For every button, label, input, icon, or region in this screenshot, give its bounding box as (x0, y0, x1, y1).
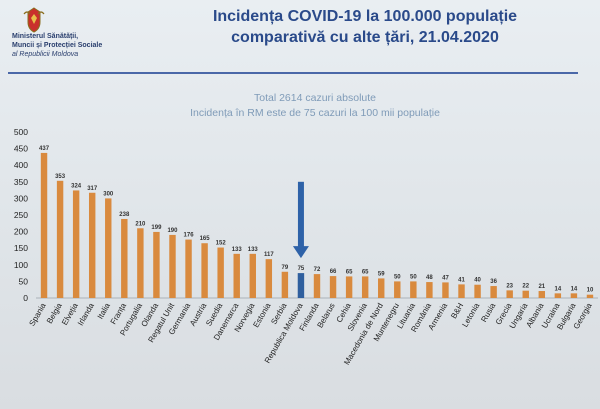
bar (345, 276, 353, 298)
arrow-shaft-icon (297, 181, 304, 249)
bar (281, 271, 289, 298)
category-label: B&H (449, 301, 465, 320)
bar-value-label: 36 (490, 279, 497, 285)
bar-value-label: 238 (119, 212, 130, 218)
y-tick-label: 400 (14, 160, 28, 170)
y-tick-label: 150 (14, 243, 28, 253)
title-line-2: comparativă cu alte țări, 21.04.2020 (231, 29, 499, 46)
bar-value-label: 47 (442, 275, 449, 281)
bar-value-label: 75 (298, 266, 305, 272)
arrow-down-icon (292, 246, 309, 259)
y-tick-label: 200 (14, 227, 28, 237)
bar-value-label: 50 (410, 274, 417, 280)
bar (56, 180, 64, 298)
bar-value-label: 133 (232, 247, 243, 253)
page-title: Incidența COVID-19 la 100.000 populație … (150, 6, 580, 48)
ministry-line-1: Ministerul Sănătății, (12, 33, 79, 40)
bar (105, 198, 112, 298)
bar (233, 253, 240, 298)
bar-value-label: 72 (314, 267, 321, 273)
bar-value-label: 317 (87, 186, 98, 192)
bar (153, 231, 160, 298)
bar (474, 284, 481, 298)
bar (217, 247, 224, 298)
bar-value-label: 23 (506, 283, 513, 289)
bar (506, 290, 513, 298)
bar-value-label: 437 (39, 146, 50, 152)
bar (490, 286, 497, 298)
y-tick-label: 250 (14, 210, 28, 220)
bar (201, 243, 208, 298)
bar-value-label: 165 (200, 236, 211, 242)
y-tick-label: 450 (14, 144, 28, 154)
bar-value-label: 66 (330, 269, 337, 275)
bar-value-label: 50 (394, 274, 401, 280)
header-divider (8, 72, 578, 74)
bar (458, 284, 465, 298)
title-line-1: Incidența COVID-19 la 100.000 populație (212, 8, 518, 25)
bar-value-label: 10 (587, 288, 594, 294)
bar (88, 192, 96, 298)
bar (554, 293, 562, 298)
bar (410, 281, 417, 298)
bar (522, 290, 529, 298)
incidence-bar-chart: 0 50 100 150 200 250 300 350 400 450 500 437 Spania 3… (14, 127, 598, 366)
bar-value-label: 152 (216, 241, 227, 247)
ministry-line-3: al Republicii Moldova (12, 51, 79, 58)
bar-value-label: 117 (264, 252, 274, 258)
bar (378, 278, 385, 298)
chart-subtitle-1: Total 2614 cazuri absolute (254, 92, 376, 104)
bar (72, 190, 80, 298)
y-tick-label: 50 (19, 276, 29, 286)
bar (121, 218, 128, 298)
bar-value-label: 324 (71, 183, 82, 189)
bar-value-label: 21 (538, 284, 545, 290)
bar (265, 259, 273, 298)
bar (169, 234, 176, 298)
bar-value-label: 22 (522, 284, 529, 290)
bar (538, 291, 546, 298)
bar-value-label: 176 (184, 233, 195, 239)
ministry-line-2: Muncii și Protecției Sociale (12, 42, 103, 49)
bar-value-label: 14 (555, 286, 562, 292)
bar (137, 228, 144, 298)
bar (570, 293, 578, 298)
y-tick-label: 300 (14, 193, 28, 203)
category-label: Spania (28, 301, 49, 328)
bar (586, 294, 594, 298)
y-tick-label: 500 (14, 127, 28, 137)
bar-value-label: 199 (151, 225, 162, 231)
coat-of-arms-icon (23, 7, 45, 33)
y-tick-label: 100 (14, 260, 28, 270)
bar-value-label: 59 (378, 271, 385, 277)
y-tick-label: 0 (23, 293, 28, 303)
bar (297, 273, 305, 298)
bar (361, 276, 369, 298)
bar-value-label: 210 (135, 221, 146, 227)
bar-value-label: 133 (248, 247, 259, 253)
bar (313, 274, 321, 298)
bar-value-label: 190 (167, 228, 178, 234)
bar-value-label: 65 (346, 269, 353, 275)
bar-value-label: 41 (458, 277, 465, 283)
ministry-name: Ministerul Sănătății, Muncii și Protecți… (12, 32, 152, 59)
bar-value-label: 300 (103, 191, 114, 197)
bar-value-label: 65 (362, 269, 369, 275)
bar-value-label: 353 (55, 174, 66, 180)
bar-value-label: 40 (474, 278, 481, 284)
bar (394, 281, 401, 298)
bar (249, 253, 256, 298)
bar (40, 152, 48, 298)
chart-subtitle-2: Incidența în RM este de 75 cazuri la 100… (190, 107, 440, 119)
bar-value-label: 48 (426, 275, 433, 281)
header: Ministerul Sănătății, Muncii și Protecți… (0, 0, 600, 80)
category-label: Irlanda (76, 301, 96, 327)
bar-value-label: 14 (571, 286, 578, 292)
bar (329, 276, 337, 298)
bar (185, 239, 192, 298)
bar (426, 282, 433, 298)
bar-value-label: 79 (282, 265, 289, 271)
bar (442, 282, 449, 298)
y-tick-label: 350 (14, 177, 28, 187)
